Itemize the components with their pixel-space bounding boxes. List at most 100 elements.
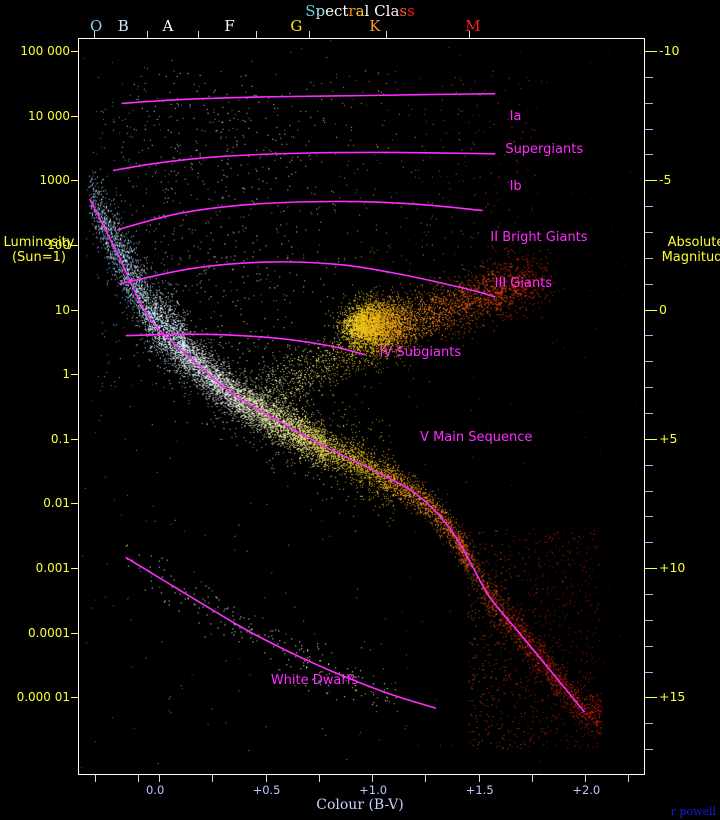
luminosity-tickmark-9 (71, 632, 78, 634)
luminosity-tick-7: 0.01 (43, 496, 70, 511)
magnitude-tick-5: +15 (659, 689, 686, 705)
magnitude-minor-tick (645, 206, 653, 208)
luminosity-tick-10: 0.000 01 (16, 690, 70, 705)
colour-tickmark-8 (478, 775, 480, 782)
magnitude-major-tickmark-5 (645, 697, 657, 699)
luminosity-tick-1: 10 000 (28, 108, 70, 123)
annotation-ib: Ib (509, 178, 522, 194)
plot-area: Ia Supergiants Ib II Bright Giants III Giant… (78, 38, 645, 775)
title-letter: c (333, 2, 343, 20)
annotation-iv-subgiants: IV Subgiants (379, 345, 462, 361)
luminosity-tick-4: 10 (54, 302, 70, 317)
colour-tickmark-6 (372, 775, 374, 782)
luminosity-tickmark-6 (71, 438, 78, 440)
temperature-tickmark-6 (469, 31, 471, 38)
magnitude-tick-3: +5 (659, 430, 678, 446)
colour-tickmark-11 (627, 775, 629, 782)
magnitude-minor-tick (645, 516, 653, 518)
colour-tickmark-3 (212, 775, 214, 782)
spectral-class-F: F (224, 17, 235, 35)
magnitude-minor-tick (645, 412, 653, 414)
colour-tickmark-1 (137, 775, 139, 782)
luminosity-axis-title: Luminosity (Sun=1) (0, 235, 84, 265)
annotation-white-dwarfs: White Dwarfs (270, 672, 359, 688)
colour-tickmark-7 (425, 775, 427, 782)
title-letter: s (399, 2, 408, 20)
luminosity-tickmark-2 (71, 180, 78, 182)
colour-tickmark-5 (318, 775, 320, 782)
luminosity-tick-3: 100 (47, 237, 70, 252)
colour-tickmark-0 (95, 775, 97, 782)
colour-tick-2: 0.0 (146, 783, 165, 797)
magnitude-major-tickmark-0 (645, 50, 657, 52)
magnitude-minor-tick (645, 128, 653, 130)
spectral-class-B: B (117, 17, 129, 35)
title-letter: e (325, 2, 334, 20)
magnitude-axis-title-line1: Absolute (667, 235, 720, 250)
title-letter: S (305, 2, 316, 20)
magnitude-axis-title: Absolute Magnitude (654, 235, 720, 265)
magnitude-minor-tick (645, 490, 653, 492)
title-letter: a (355, 2, 365, 20)
spectral-class-M: M (465, 17, 481, 35)
temperature-tickmark-1 (147, 31, 149, 38)
colour-tickmark-4 (265, 775, 267, 782)
spectral-class-A: A (162, 17, 174, 35)
spectral-class-G: G (290, 17, 303, 35)
magnitude-minor-tick (645, 283, 653, 285)
title-letter: t (342, 2, 349, 20)
luminosity-tick-5: 1 (62, 367, 70, 382)
title-letter: a (390, 2, 400, 20)
luminosity-tick-6: 0.1 (50, 431, 70, 446)
colour-tick-4: +0.5 (252, 783, 281, 797)
author-signature: r powell (670, 805, 716, 818)
magnitude-major-tickmark-3 (645, 438, 657, 440)
magnitude-tick-0: -10 (659, 42, 680, 58)
temperature-tickmark-3 (255, 31, 257, 38)
annotation-supergiants: Supergiants (505, 142, 584, 158)
magnitude-tick-2: 0 (659, 301, 667, 317)
magnitude-minor-tick (645, 464, 653, 466)
luminosity-tickmark-8 (71, 568, 78, 570)
spectral-class-O: O (90, 17, 103, 35)
colour-tick-10: +2.0 (572, 783, 601, 797)
colour-tick-6: +1.0 (359, 783, 388, 797)
magnitude-major-tickmark-2 (645, 309, 657, 311)
luminosity-tickmark-10 (71, 697, 78, 699)
magnitude-minor-tick (645, 542, 653, 544)
luminosity-tickmark-7 (71, 503, 78, 505)
temperature-tickmark-5 (386, 31, 387, 38)
magnitude-minor-tick (645, 335, 653, 337)
luminosity-axis-title-line1: Luminosity (3, 235, 75, 250)
magnitude-minor-tick (645, 231, 653, 233)
magnitude-minor-tick (645, 645, 653, 647)
page-title: Spectral Class (0, 2, 720, 20)
colour-tickmark-9 (532, 775, 534, 782)
annotation-iii-giants: III Giants (494, 275, 553, 291)
title-letter: C (374, 2, 386, 20)
luminosity-tickmark-5 (71, 374, 78, 376)
magnitude-tick-4: +10 (659, 560, 686, 576)
luminosity-tick-8: 0.001 (35, 561, 70, 576)
annotation-ia: Ia (509, 108, 522, 124)
luminosity-tick-0: 100 000 (20, 43, 70, 58)
magnitude-minor-tick (645, 671, 653, 673)
colour-tick-8: +1.5 (465, 783, 494, 797)
magnitude-major-tickmark-4 (645, 568, 657, 570)
magnitude-minor-tick (645, 387, 653, 389)
title-letter: r (348, 2, 356, 20)
magnitude-minor-tick (645, 76, 653, 78)
magnitude-minor-tick (645, 154, 653, 156)
title-letter: p (315, 2, 326, 20)
luminosity-tickmark-3 (71, 244, 78, 246)
luminosity-tickmark-4 (71, 309, 78, 311)
magnitude-minor-tick (645, 749, 653, 751)
magnitude-minor-tick (645, 361, 653, 363)
luminosity-tick-9: 0.0001 (28, 625, 70, 640)
magnitude-minor-tick (645, 257, 653, 259)
title-letter: l (364, 2, 370, 20)
temperature-tickmark-0 (93, 31, 95, 38)
magnitude-minor-tick (645, 102, 653, 104)
temperature-tickmark-4 (309, 31, 311, 38)
